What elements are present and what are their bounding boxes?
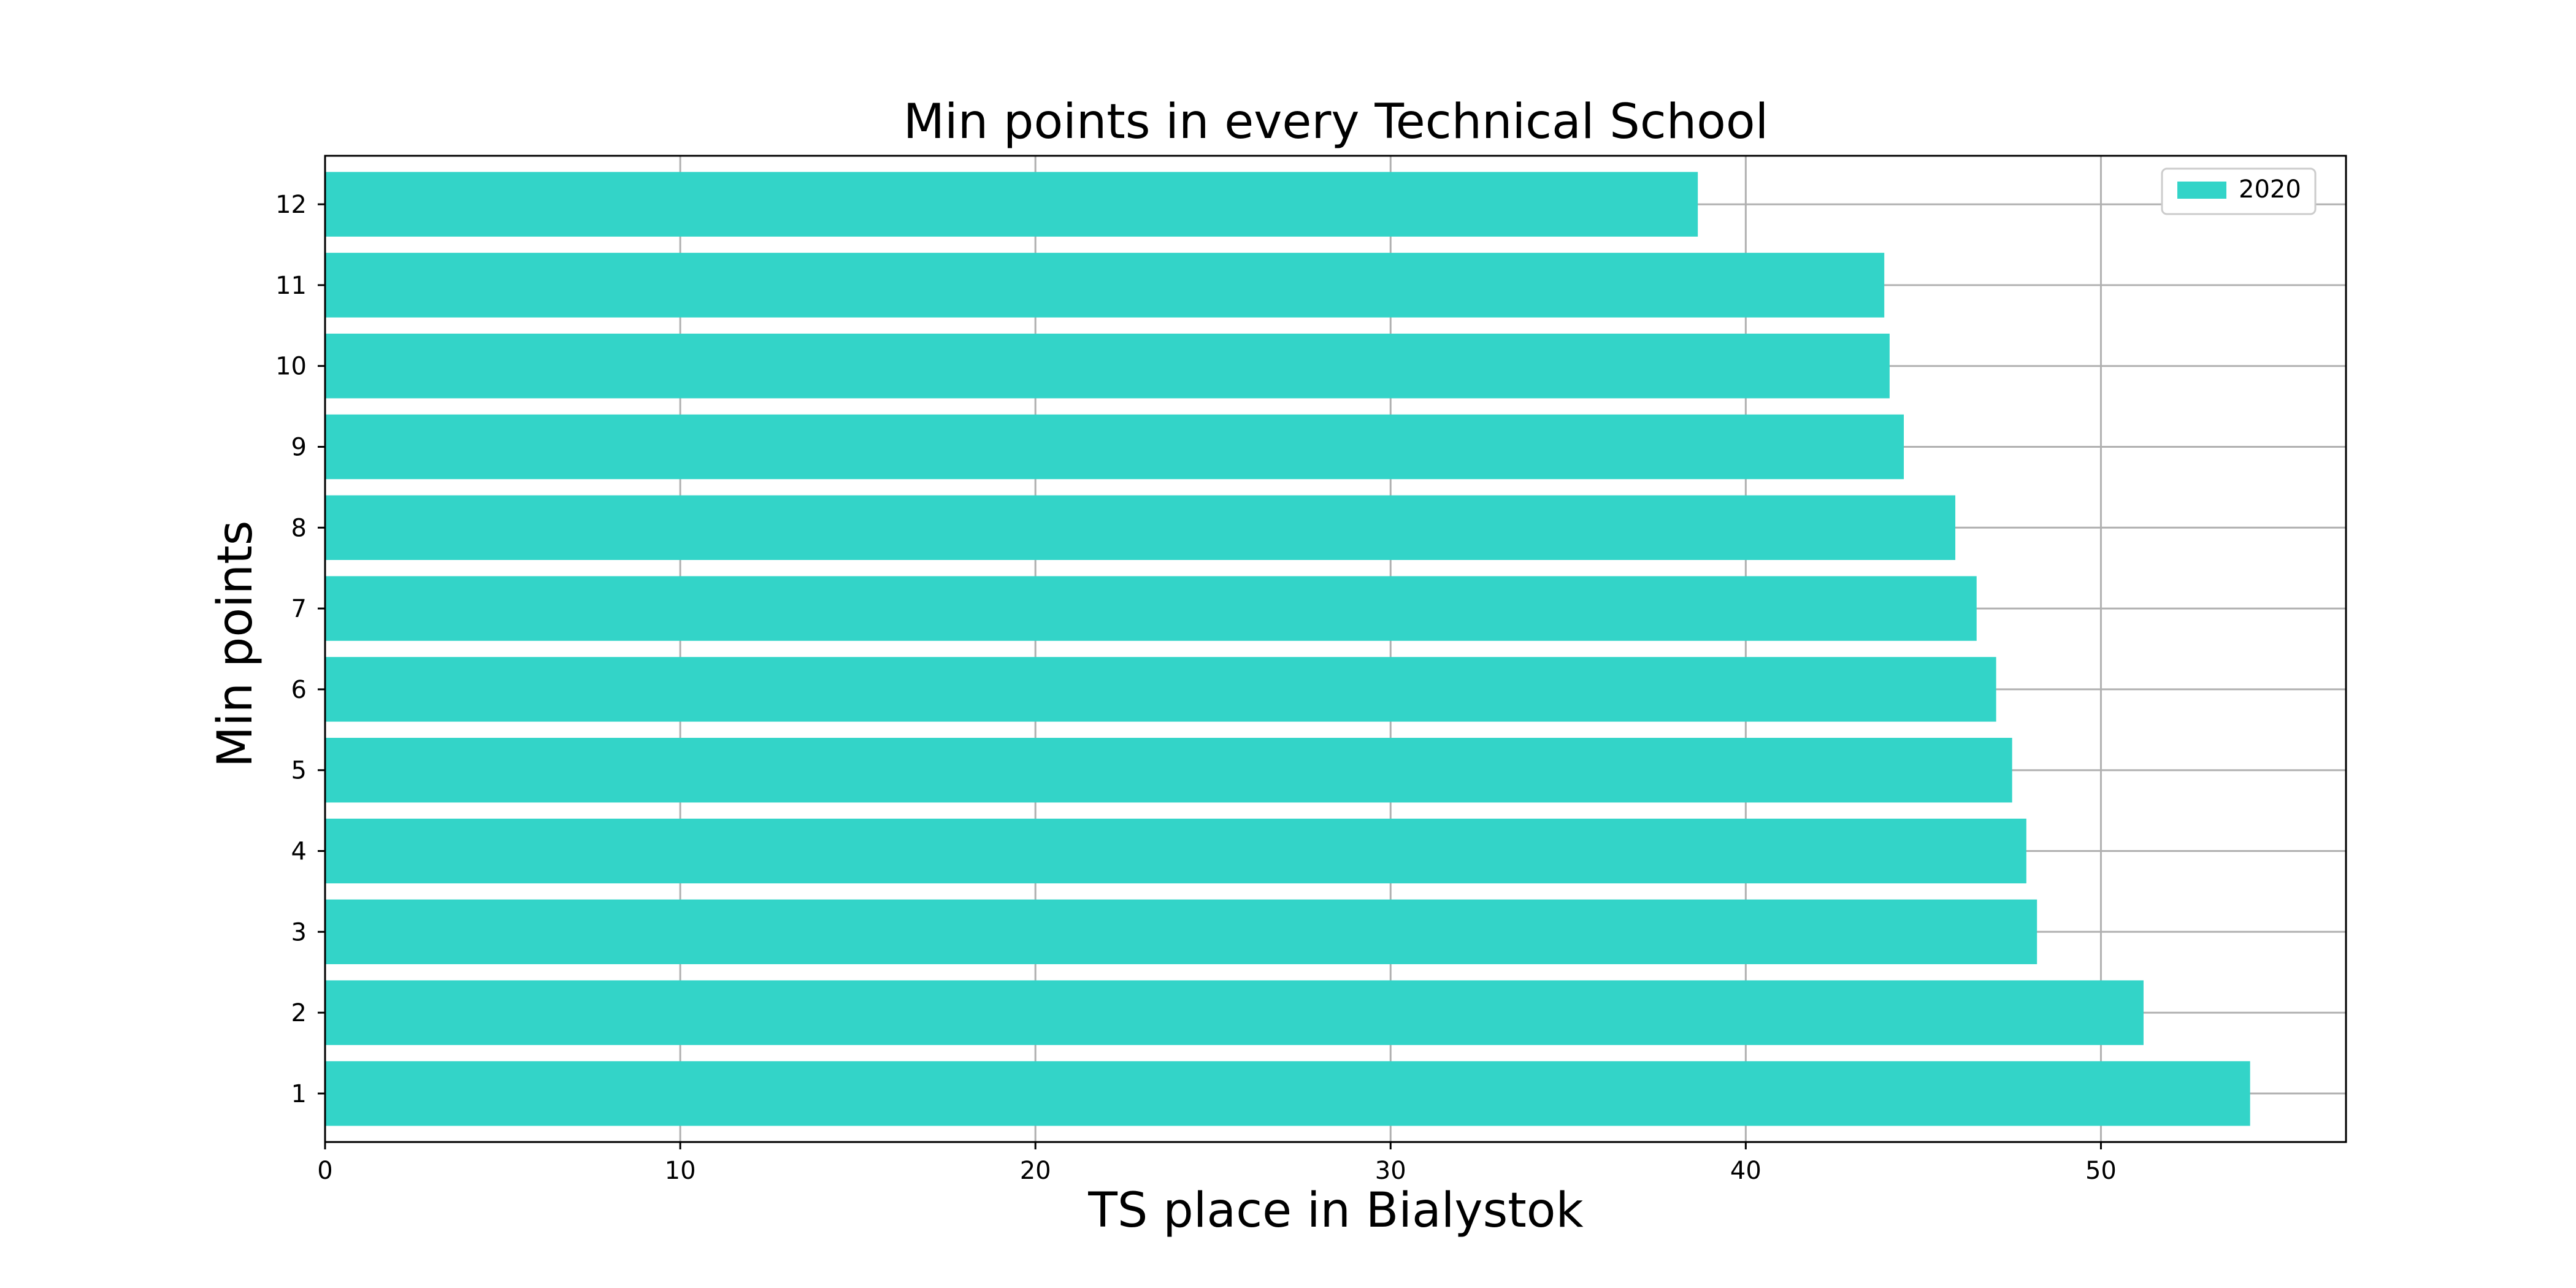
bar: [325, 172, 1698, 237]
y-tick-label: 4: [291, 838, 307, 866]
y-tick-label: 3: [291, 918, 307, 946]
y-tick-label: 8: [291, 514, 307, 542]
plot-frame: [324, 155, 2347, 1143]
y-tick-label: 12: [275, 191, 307, 219]
x-tick-label: 30: [1375, 1157, 1406, 1185]
y-tick-label: 1: [291, 1080, 307, 1108]
legend-swatch: [2177, 182, 2226, 199]
y-tick-label: 10: [275, 353, 307, 381]
bar: [325, 414, 1904, 480]
bar: [325, 899, 2037, 965]
bar: [325, 576, 1977, 641]
bar: [325, 737, 2012, 803]
bar: [325, 818, 2026, 884]
bar: [325, 253, 1885, 318]
bar: [325, 980, 2144, 1045]
x-axis-ticks: 0 10 20 30 40 50: [317, 1142, 2117, 1185]
y-tick-label: 5: [291, 757, 307, 785]
x-tick-label: 50: [2085, 1157, 2117, 1185]
x-tick-label: 20: [1020, 1157, 1051, 1185]
chart-title: Min points in every Technical School: [903, 94, 1769, 150]
x-tick-label: 0: [317, 1157, 332, 1185]
plot-area: [325, 156, 2346, 1142]
legend-label: 2020: [2239, 175, 2301, 204]
y-axis-title: Min points: [208, 521, 263, 768]
y-tick-label: 9: [291, 433, 307, 461]
legend[interactable]: 2020: [2161, 167, 2317, 215]
bar: [325, 495, 1956, 561]
y-tick-label: 6: [291, 676, 307, 704]
legend-frame: [2161, 167, 2317, 215]
x-tick-label: 40: [1730, 1157, 1761, 1185]
x-axis-title: TS place in Bialystok: [1087, 1183, 1583, 1238]
y-tick-label: 2: [291, 999, 307, 1027]
x-tick-label: 10: [665, 1157, 696, 1185]
y-tick-label: 11: [275, 272, 307, 300]
y-tick-label: 7: [291, 595, 307, 623]
bar: [325, 657, 1996, 722]
bars: [325, 172, 2250, 1126]
bar: [325, 333, 1890, 399]
bar: [325, 1061, 2250, 1126]
